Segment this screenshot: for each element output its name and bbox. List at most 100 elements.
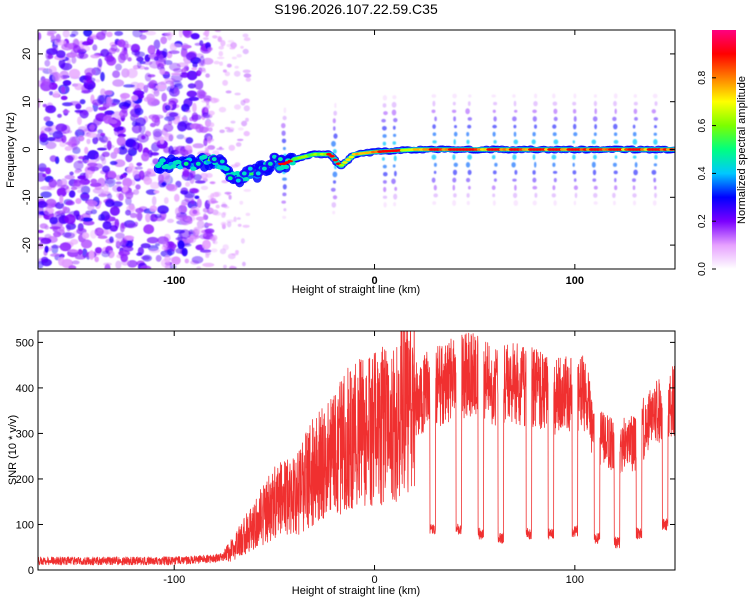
noise-blob <box>163 60 173 65</box>
noise-blob <box>205 253 210 258</box>
spike-blob <box>332 180 337 184</box>
spike-blob <box>431 94 437 98</box>
spectrogram-xtick-label: 100 <box>566 275 584 287</box>
noise-blob <box>121 246 134 252</box>
noise-blob <box>180 201 188 206</box>
noise-blob <box>53 231 62 238</box>
noise-blob <box>70 238 79 245</box>
spectrogram-spikes <box>281 93 658 219</box>
spike-blob <box>282 115 287 121</box>
noise-blob <box>85 210 93 215</box>
spike-blob <box>613 139 619 144</box>
noise-blob <box>78 214 84 222</box>
spike-blob <box>613 200 616 206</box>
snr-ytick-label: 300 <box>16 428 34 440</box>
noise-blob <box>92 187 105 194</box>
noise-blob <box>77 116 82 125</box>
spike-blob <box>283 107 287 114</box>
spike-blob <box>451 109 457 114</box>
noise-blob <box>40 237 52 245</box>
spectrogram-xtick-label: 0 <box>371 275 377 287</box>
noise-blob <box>135 207 144 214</box>
spike-blob <box>632 132 637 137</box>
noise-blob <box>171 80 182 87</box>
noise-blob <box>154 213 162 219</box>
spike-blob <box>513 139 519 145</box>
spike-blob <box>632 200 637 206</box>
noise-blob <box>71 260 80 265</box>
noise-blob <box>164 32 176 37</box>
ridge-blob <box>227 176 233 181</box>
spike-blob <box>532 200 537 206</box>
noise-blob <box>142 60 153 65</box>
noise-blob <box>167 218 174 223</box>
noise-blob <box>236 54 242 58</box>
noise-blob <box>233 216 237 223</box>
snr-xtick-label: 0 <box>371 574 377 586</box>
noise-blob <box>131 49 140 56</box>
noise-blob <box>116 136 126 146</box>
noise-blob <box>163 123 174 132</box>
noise-blob <box>171 256 181 265</box>
noise-blob <box>69 101 81 106</box>
spike-blob <box>513 200 519 206</box>
noise-blob <box>149 205 158 212</box>
spike-blob <box>573 178 577 182</box>
spike-blob <box>573 132 578 137</box>
noise-blob <box>110 44 118 52</box>
noise-blob <box>102 221 112 230</box>
spike-blob <box>468 185 471 190</box>
noise-blob <box>42 173 47 178</box>
noise-blob <box>64 214 76 225</box>
spike-blob <box>383 111 388 116</box>
spike-blob <box>552 132 557 137</box>
figure-title: S196.2026.107.22.59.C35 <box>274 1 438 17</box>
noise-blob <box>237 127 244 131</box>
noise-blob <box>86 132 98 138</box>
noise-blob <box>158 173 164 184</box>
noise-blob <box>182 170 190 177</box>
spike-blob <box>452 200 457 206</box>
noise-blob <box>38 98 41 109</box>
noise-blob <box>62 232 72 238</box>
ridge-blob <box>235 178 241 183</box>
noise-blob <box>159 136 165 145</box>
noise-blob <box>229 47 236 50</box>
ridge-blob <box>241 171 247 176</box>
spike-blob <box>574 192 578 199</box>
noise-blob <box>192 209 198 215</box>
noise-blob <box>219 129 225 134</box>
noise-blob <box>71 56 77 64</box>
spike-blob <box>382 95 388 101</box>
spike-blob <box>281 200 287 204</box>
spike-blob <box>534 93 538 99</box>
spectrogram-ytick-label: 10 <box>21 96 33 108</box>
noise-blob <box>71 143 78 151</box>
noise-blob <box>101 250 111 258</box>
noise-blob <box>100 71 105 82</box>
spectrogram-xtick-label: -100 <box>163 275 185 287</box>
spike-blob <box>593 201 598 205</box>
spike-blob <box>493 140 497 144</box>
spike-blob <box>332 210 336 215</box>
noise-blob <box>58 256 65 266</box>
noise-blob <box>171 43 182 48</box>
spike-blob <box>332 118 336 124</box>
ridge-core <box>345 158 351 162</box>
spike-blob <box>593 193 598 198</box>
spike-blob <box>514 184 517 191</box>
noise-blob <box>177 121 188 132</box>
noise-blob <box>219 61 224 66</box>
noise-blob <box>50 253 61 257</box>
noise-blob <box>207 195 213 199</box>
spike-blob <box>614 155 618 159</box>
noise-blob <box>97 129 103 134</box>
noise-blob <box>106 193 113 199</box>
noise-blob <box>42 103 47 108</box>
noise-blob <box>129 212 138 218</box>
snr-ylabel: SNR (10 * v/v) <box>7 415 19 485</box>
noise-blob <box>122 191 135 196</box>
spike-blob <box>592 169 597 176</box>
spike-blob <box>572 170 577 175</box>
spike-blob <box>452 154 456 161</box>
